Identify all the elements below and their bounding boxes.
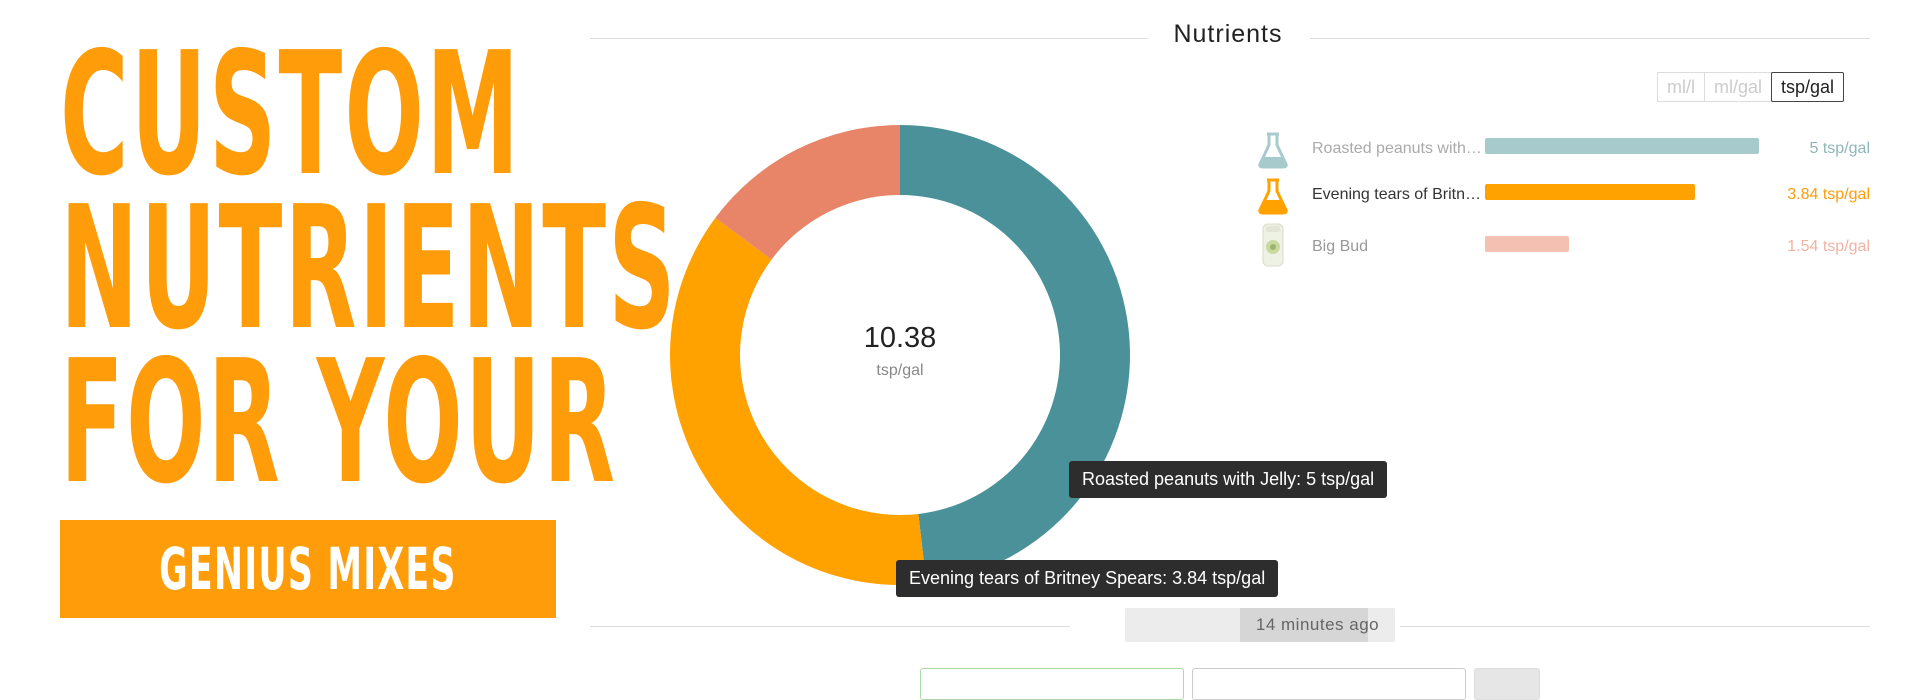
legend-value: 5 tsp/gal [1809,140,1870,157]
donut-slice-2[interactable] [670,217,927,585]
footer-rule-right [1400,626,1870,627]
header-rule-right [1310,38,1870,39]
legend-item-evening-tears[interactable]: Evening tears of Britney Spears 3.84 tsp… [1255,176,1870,216]
donut-slice-3[interactable] [715,125,900,260]
header-rule-left [590,38,1148,39]
bottle-icon [1262,223,1284,267]
legend-bar [1485,138,1759,154]
legend-label: Evening tears of Britney Spears [1312,186,1482,203]
bottom-button[interactable] [1474,668,1540,700]
section-title: Nutrients [1173,20,1283,48]
bottom-input-2[interactable] [1192,668,1466,700]
donut-chart [670,125,1130,585]
legend-item-roasted-peanuts[interactable]: Roasted peanuts with Jelly 5 tsp/gal [1255,130,1870,170]
unit-option-ml-l[interactable]: ml/l [1657,72,1705,102]
flask-icon [1258,132,1288,169]
tooltip-roasted-peanuts: Roasted peanuts with Jelly: 5 tsp/gal [1069,461,1388,498]
timestamp: 14 minutes ago [1255,615,1380,634]
legend-item-big-bud[interactable]: Big Bud 1.54 tsp/gal [1255,222,1870,268]
unit-option-ml-gal[interactable]: ml/gal [1704,72,1773,102]
bottom-input-1[interactable] [920,668,1184,700]
unit-option-tsp-gal[interactable]: tsp/gal [1771,72,1845,102]
timestamp-fill [1240,608,1368,642]
legend-bar [1485,236,1569,252]
legend-value: 3.84 tsp/gal [1787,186,1870,203]
donut-total-value: 10.38 [863,322,937,354]
legend-value: 1.54 tsp/gal [1787,238,1870,255]
hero-headline: CUSTOM NUTRIENTS FOR YOUR GENIUS MIXES [60,16,678,618]
unit-toggle: ml/l ml/gal tsp/gal [1657,72,1845,102]
legend-label: Big Bud [1312,238,1369,255]
hero-line-2: NUTRIENTS [60,170,678,368]
legend-label: Roasted peanuts with Jelly [1312,140,1482,157]
hero-banner-text: GENIUS MIXES [159,535,457,603]
donut-total-unit: tsp/gal [876,362,924,379]
hero-banner: GENIUS MIXES [60,520,556,618]
tooltip-evening-tears: Evening tears of Britney Spears: 3.84 ts… [896,560,1279,597]
footer-rule-left [590,626,1070,627]
hero-line-3: FOR YOUR [60,324,618,522]
flask-icon [1258,178,1288,215]
hero-line-1: CUSTOM [60,16,522,214]
legend-bar [1485,184,1695,200]
